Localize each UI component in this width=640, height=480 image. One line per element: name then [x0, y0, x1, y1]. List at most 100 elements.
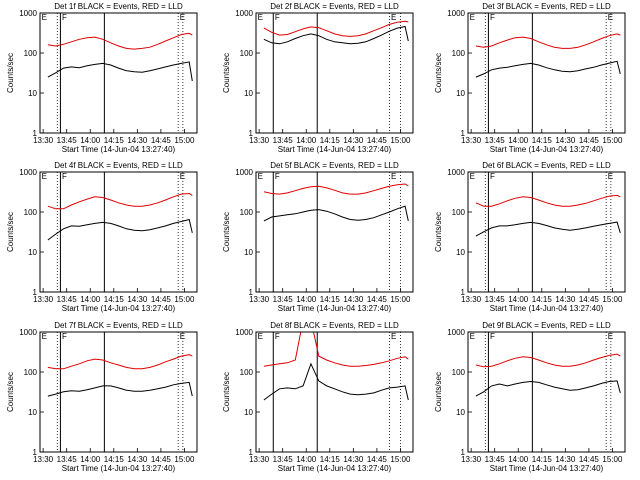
x-tick-label: 14:15 — [320, 455, 341, 464]
x-tick-label: 14:00 — [508, 455, 529, 464]
y-tick-label: 100 — [240, 208, 254, 217]
annotation: E — [258, 13, 263, 22]
x-tick-label: 15:00 — [602, 295, 623, 304]
panel: Det 7f BLACK = Events, RED = LLD Start Ti… — [6, 321, 198, 473]
chart-title: Det 3f BLACK = Events, RED = LLD — [482, 2, 611, 11]
y-tick-label: 1 — [249, 129, 254, 138]
annotation: E — [42, 13, 47, 22]
annotation: F — [62, 332, 67, 341]
x-tick-label: 14:45 — [367, 455, 388, 464]
chart-title: Det 8f BLACK = Events, RED = LLD — [270, 321, 399, 330]
x-tick-label: 14:45 — [151, 295, 172, 304]
series-line — [47, 192, 193, 210]
annotation: F — [62, 13, 67, 22]
x-tick-label: 14:45 — [367, 136, 388, 145]
annotation: F — [275, 172, 280, 181]
x-tick-label: 13:30 — [33, 295, 54, 304]
chart-title: Det 1f BLACK = Events, RED = LLD — [54, 2, 183, 11]
plot-frame — [39, 171, 198, 293]
annotation: E — [42, 332, 47, 341]
y-tick-label: 1000 — [447, 328, 465, 337]
y-tick-label: 1000 — [235, 328, 253, 337]
x-tick-label: 14:15 — [104, 295, 125, 304]
annotation: E — [608, 332, 613, 341]
y-tick-label: 10 — [456, 248, 465, 257]
annotation: F — [490, 13, 495, 22]
annotation: F — [62, 172, 67, 181]
y-tick-label: 10 — [456, 89, 465, 98]
x-axis-label: Start Time (14-Jun-04 13:27:40) — [490, 145, 604, 154]
x-axis-label: Start Time (14-Jun-04 13:27:40) — [62, 304, 176, 313]
annotation: E — [608, 172, 613, 181]
series-line — [475, 194, 621, 207]
x-tick-label: 14:30 — [343, 455, 364, 464]
x-axis-label: Start Time (14-Jun-04 13:27:40) — [278, 145, 392, 154]
annotation: E — [470, 332, 475, 341]
x-axis-label: Start Time (14-Jun-04 13:27:40) — [490, 304, 604, 313]
y-tick-label: 100 — [240, 368, 254, 377]
plot-frame — [255, 331, 414, 453]
y-tick-label: 1000 — [19, 328, 37, 337]
x-tick-label: 13:45 — [57, 455, 78, 464]
x-tick-label: 14:00 — [508, 136, 529, 145]
annotation: E — [608, 13, 613, 22]
x-tick-label: 13:30 — [461, 136, 482, 145]
plot-frame — [39, 331, 198, 453]
y-tick-label: 10 — [28, 408, 37, 417]
x-axis-label: Start Time (14-Jun-04 13:27:40) — [62, 145, 176, 154]
x-tick-label: 14:45 — [151, 136, 172, 145]
panel: Det 6f BLACK = Events, RED = LLD Start Ti… — [434, 161, 626, 313]
series-line — [475, 353, 621, 368]
x-tick-label: 14:30 — [127, 136, 148, 145]
series-line — [475, 380, 621, 397]
y-axis-label: Counts/sec — [6, 372, 15, 412]
y-tick-label: 1000 — [19, 168, 37, 177]
annotation: E — [470, 172, 475, 181]
x-tick-label: 15:00 — [174, 295, 195, 304]
y-axis-label: Counts/sec — [6, 212, 15, 252]
plot-frame — [255, 12, 414, 134]
x-tick-label: 14:15 — [532, 295, 553, 304]
annotation: E — [391, 13, 396, 22]
y-tick-label: 1000 — [447, 168, 465, 177]
y-tick-label: 10 — [28, 248, 37, 257]
series-line — [47, 61, 193, 82]
x-tick-label: 14:15 — [532, 455, 553, 464]
y-tick-label: 100 — [452, 208, 466, 217]
series-line — [47, 32, 193, 50]
x-tick-label: 14:30 — [555, 455, 576, 464]
x-tick-label: 13:45 — [273, 136, 294, 145]
series-line — [47, 354, 193, 370]
annotation: E — [470, 13, 475, 22]
series-line — [263, 25, 409, 45]
chart-title: Det 2f BLACK = Events, RED = LLD — [270, 2, 399, 11]
annotation: E — [180, 13, 185, 22]
x-tick-label: 13:30 — [33, 136, 54, 145]
x-tick-label: 15:00 — [174, 455, 195, 464]
x-tick-label: 13:45 — [57, 136, 78, 145]
series-line — [475, 221, 621, 237]
series-line — [475, 33, 621, 49]
chart-title: Det 6f BLACK = Events, RED = LLD — [482, 161, 611, 170]
x-tick-label: 13:45 — [485, 455, 506, 464]
panel: Det 5f BLACK = Events, RED = LLD Start Ti… — [222, 161, 414, 313]
annotation: E — [180, 172, 185, 181]
y-axis-label: Counts/sec — [6, 53, 15, 93]
y-tick-label: 100 — [240, 49, 254, 58]
x-tick-label: 15:00 — [390, 295, 411, 304]
x-axis-label: Start Time (14-Jun-04 13:27:40) — [278, 304, 392, 313]
annotation: E — [391, 172, 396, 181]
x-axis-label: Start Time (14-Jun-04 13:27:40) — [490, 464, 604, 473]
chart-title: Det 9f BLACK = Events, RED = LLD — [482, 321, 611, 330]
series-line — [263, 332, 409, 367]
x-axis-label: Start Time (14-Jun-04 13:27:40) — [278, 464, 392, 473]
x-axis-label: Start Time (14-Jun-04 13:27:40) — [62, 464, 176, 473]
panel: Det 1f BLACK = Events, RED = LLD Start Ti… — [6, 2, 198, 154]
x-tick-label: 14:00 — [80, 295, 101, 304]
x-tick-label: 15:00 — [390, 455, 411, 464]
annotation: F — [275, 332, 280, 341]
x-tick-label: 14:15 — [320, 295, 341, 304]
x-tick-label: 13:30 — [249, 136, 270, 145]
chart-title: Det 5f BLACK = Events, RED = LLD — [270, 161, 399, 170]
